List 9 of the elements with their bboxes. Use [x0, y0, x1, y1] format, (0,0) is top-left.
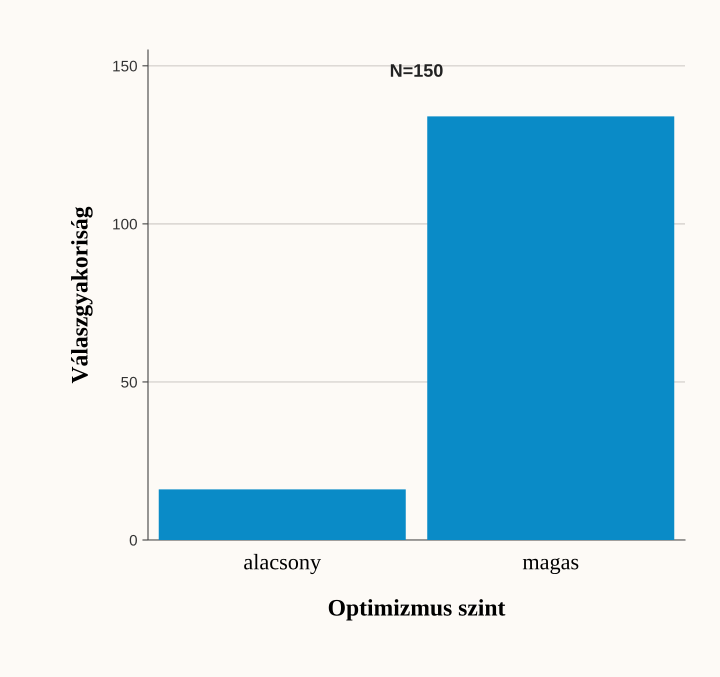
y-tick-label: 50 [121, 376, 137, 388]
y-tick-label: 100 [113, 218, 137, 230]
x-tick-label: alacsony [244, 554, 322, 574]
x-tick-label: magas [522, 558, 578, 574]
x-axis-title: Optimizmus szint [328, 599, 506, 621]
y-tick-label: 150 [113, 60, 137, 72]
y-tick-label: 0 [130, 534, 137, 546]
y-axis-title: Válaszgyakoriság [71, 206, 93, 384]
annotation: N=150 [390, 64, 443, 77]
